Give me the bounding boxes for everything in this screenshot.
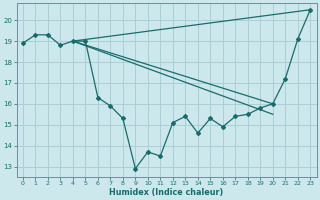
X-axis label: Humidex (Indice chaleur): Humidex (Indice chaleur) bbox=[109, 188, 224, 197]
